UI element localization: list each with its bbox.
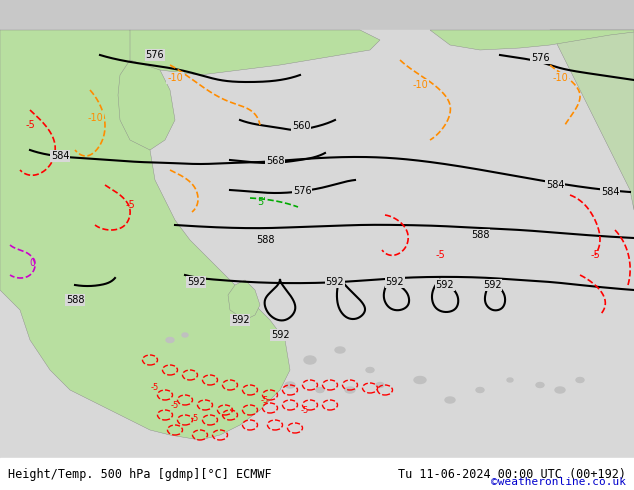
Polygon shape bbox=[550, 30, 634, 210]
Ellipse shape bbox=[507, 378, 513, 382]
Text: -5: -5 bbox=[191, 414, 199, 422]
Text: Tu 11-06-2024 00:00 UTC (00+192): Tu 11-06-2024 00:00 UTC (00+192) bbox=[398, 467, 626, 481]
Text: -10: -10 bbox=[167, 73, 183, 83]
Text: 5': 5' bbox=[257, 197, 266, 207]
Polygon shape bbox=[130, 30, 380, 75]
Text: 592: 592 bbox=[186, 277, 205, 287]
Polygon shape bbox=[430, 30, 634, 50]
Text: 0: 0 bbox=[29, 258, 35, 268]
Ellipse shape bbox=[576, 377, 584, 383]
Ellipse shape bbox=[316, 388, 324, 392]
Ellipse shape bbox=[285, 382, 295, 388]
Text: 592: 592 bbox=[271, 330, 289, 340]
Text: 592: 592 bbox=[326, 277, 344, 287]
Text: 588: 588 bbox=[471, 230, 489, 240]
Polygon shape bbox=[0, 30, 290, 440]
Ellipse shape bbox=[445, 397, 455, 403]
Ellipse shape bbox=[304, 356, 316, 364]
Text: 560: 560 bbox=[292, 121, 310, 131]
Text: -10: -10 bbox=[412, 80, 428, 90]
Text: Height/Temp. 500 hPa [gdmp][°C] ECMWF: Height/Temp. 500 hPa [gdmp][°C] ECMWF bbox=[8, 467, 271, 481]
Polygon shape bbox=[228, 280, 260, 320]
Text: -10: -10 bbox=[87, 113, 103, 123]
Text: 576: 576 bbox=[293, 186, 311, 196]
Ellipse shape bbox=[376, 383, 384, 388]
Text: -5: -5 bbox=[301, 406, 309, 415]
Polygon shape bbox=[118, 60, 175, 150]
Text: 592: 592 bbox=[482, 280, 501, 290]
Text: 592: 592 bbox=[231, 315, 249, 325]
Text: 588: 588 bbox=[256, 235, 275, 245]
Text: 584: 584 bbox=[51, 151, 69, 161]
Bar bbox=[0, 458, 634, 490]
Text: -5: -5 bbox=[151, 384, 159, 392]
Text: 568: 568 bbox=[266, 156, 284, 166]
Ellipse shape bbox=[182, 333, 188, 337]
Ellipse shape bbox=[536, 383, 544, 388]
Text: -5: -5 bbox=[261, 395, 269, 405]
Text: 584: 584 bbox=[546, 180, 564, 190]
Text: 588: 588 bbox=[66, 295, 84, 305]
Ellipse shape bbox=[366, 368, 374, 372]
Ellipse shape bbox=[476, 388, 484, 392]
Ellipse shape bbox=[166, 338, 174, 343]
Ellipse shape bbox=[414, 376, 426, 384]
Text: -5: -5 bbox=[25, 120, 35, 130]
Text: 592: 592 bbox=[436, 280, 455, 290]
Text: -10: -10 bbox=[552, 73, 568, 83]
Text: -5: -5 bbox=[125, 200, 135, 210]
Ellipse shape bbox=[345, 387, 355, 393]
Ellipse shape bbox=[335, 347, 345, 353]
Text: 576: 576 bbox=[531, 53, 549, 63]
Text: -5: -5 bbox=[435, 250, 445, 260]
Text: 584: 584 bbox=[601, 187, 619, 197]
Text: 576: 576 bbox=[146, 50, 164, 60]
Text: 592: 592 bbox=[385, 277, 404, 287]
Ellipse shape bbox=[555, 387, 565, 393]
Text: -5: -5 bbox=[590, 250, 600, 260]
Text: ©weatheronline.co.uk: ©weatheronline.co.uk bbox=[491, 477, 626, 487]
Text: -5: -5 bbox=[171, 400, 179, 410]
